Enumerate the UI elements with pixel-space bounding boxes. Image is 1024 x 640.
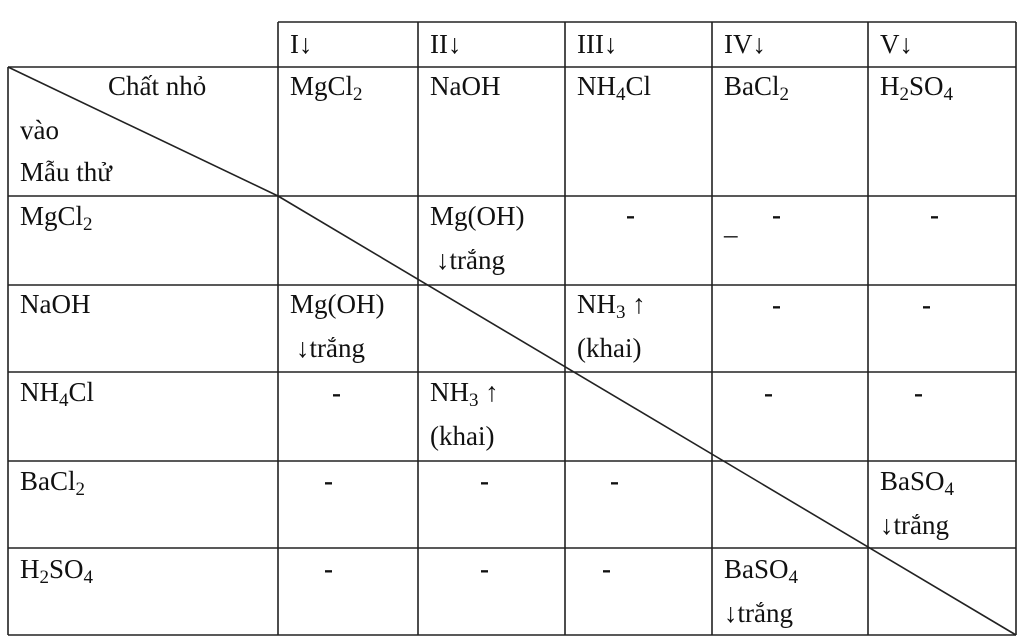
result-nh4cl-naoh: NH3 ↑ (khai): [430, 377, 499, 451]
result-h2so4-bacl2: BaSO4 ↓trắng: [724, 554, 799, 628]
col-header-2: II↓: [430, 29, 462, 59]
col-header-1: I↓: [290, 29, 313, 59]
result-mgcl2-nh4cl: -: [626, 200, 635, 230]
result-naoh-h2so4: -: [922, 290, 931, 320]
result-h2so4-mgcl2: -: [324, 554, 333, 584]
col-header-5: V↓: [880, 29, 913, 59]
dropped-h2so4: H2SO4: [880, 71, 954, 105]
corner-middle-label: vào: [20, 115, 59, 145]
result-bacl2-mgcl2: -: [324, 466, 333, 496]
result-nh4cl-mgcl2: -: [332, 378, 341, 408]
result-bacl2-naoh: -: [480, 466, 489, 496]
row-label-naoh: NaOH: [20, 289, 91, 319]
corner-top-label: Chất nhỏ: [108, 71, 207, 101]
result-h2so4-naoh: -: [480, 554, 489, 584]
col-header-4: IV↓: [724, 29, 766, 59]
result-nh4cl-h2so4: -: [914, 378, 923, 408]
row-label-mgcl2: MgCl2: [20, 201, 93, 235]
dropped-mgcl2: MgCl2: [290, 71, 363, 105]
row-label-h2so4: H2SO4: [20, 554, 94, 588]
row-label-nh4cl: NH4Cl: [20, 377, 95, 411]
result-bacl2-nh4cl: -: [610, 466, 619, 496]
dropped-naoh: NaOH: [430, 71, 501, 101]
result-naoh-mgcl2: Mg(OH) ↓trắng: [290, 289, 385, 363]
result-mgcl2-h2so4: -: [930, 200, 939, 230]
result-mgcl2-bacl2-underscore: _: [724, 210, 738, 240]
col-header-3: III↓: [577, 29, 618, 59]
dropped-bacl2: BaCl2: [724, 71, 790, 105]
result-h2so4-nh4cl: -: [602, 554, 611, 584]
result-mgcl2-bacl2: -: [772, 200, 781, 230]
result-naoh-bacl2: -: [772, 290, 781, 320]
result-bacl2-h2so4: BaSO4 ↓trắng: [880, 466, 955, 540]
dropped-nh4cl: NH4Cl: [577, 71, 652, 105]
row-label-bacl2: BaCl2: [20, 466, 86, 500]
corner-bottom-label: Mẫu thử: [20, 157, 112, 187]
result-mgcl2-naoh: Mg(OH) ↓trắng: [430, 201, 525, 275]
result-naoh-nh4cl: NH3 ↑ (khai): [577, 289, 646, 363]
result-nh4cl-bacl2: -: [764, 378, 773, 408]
